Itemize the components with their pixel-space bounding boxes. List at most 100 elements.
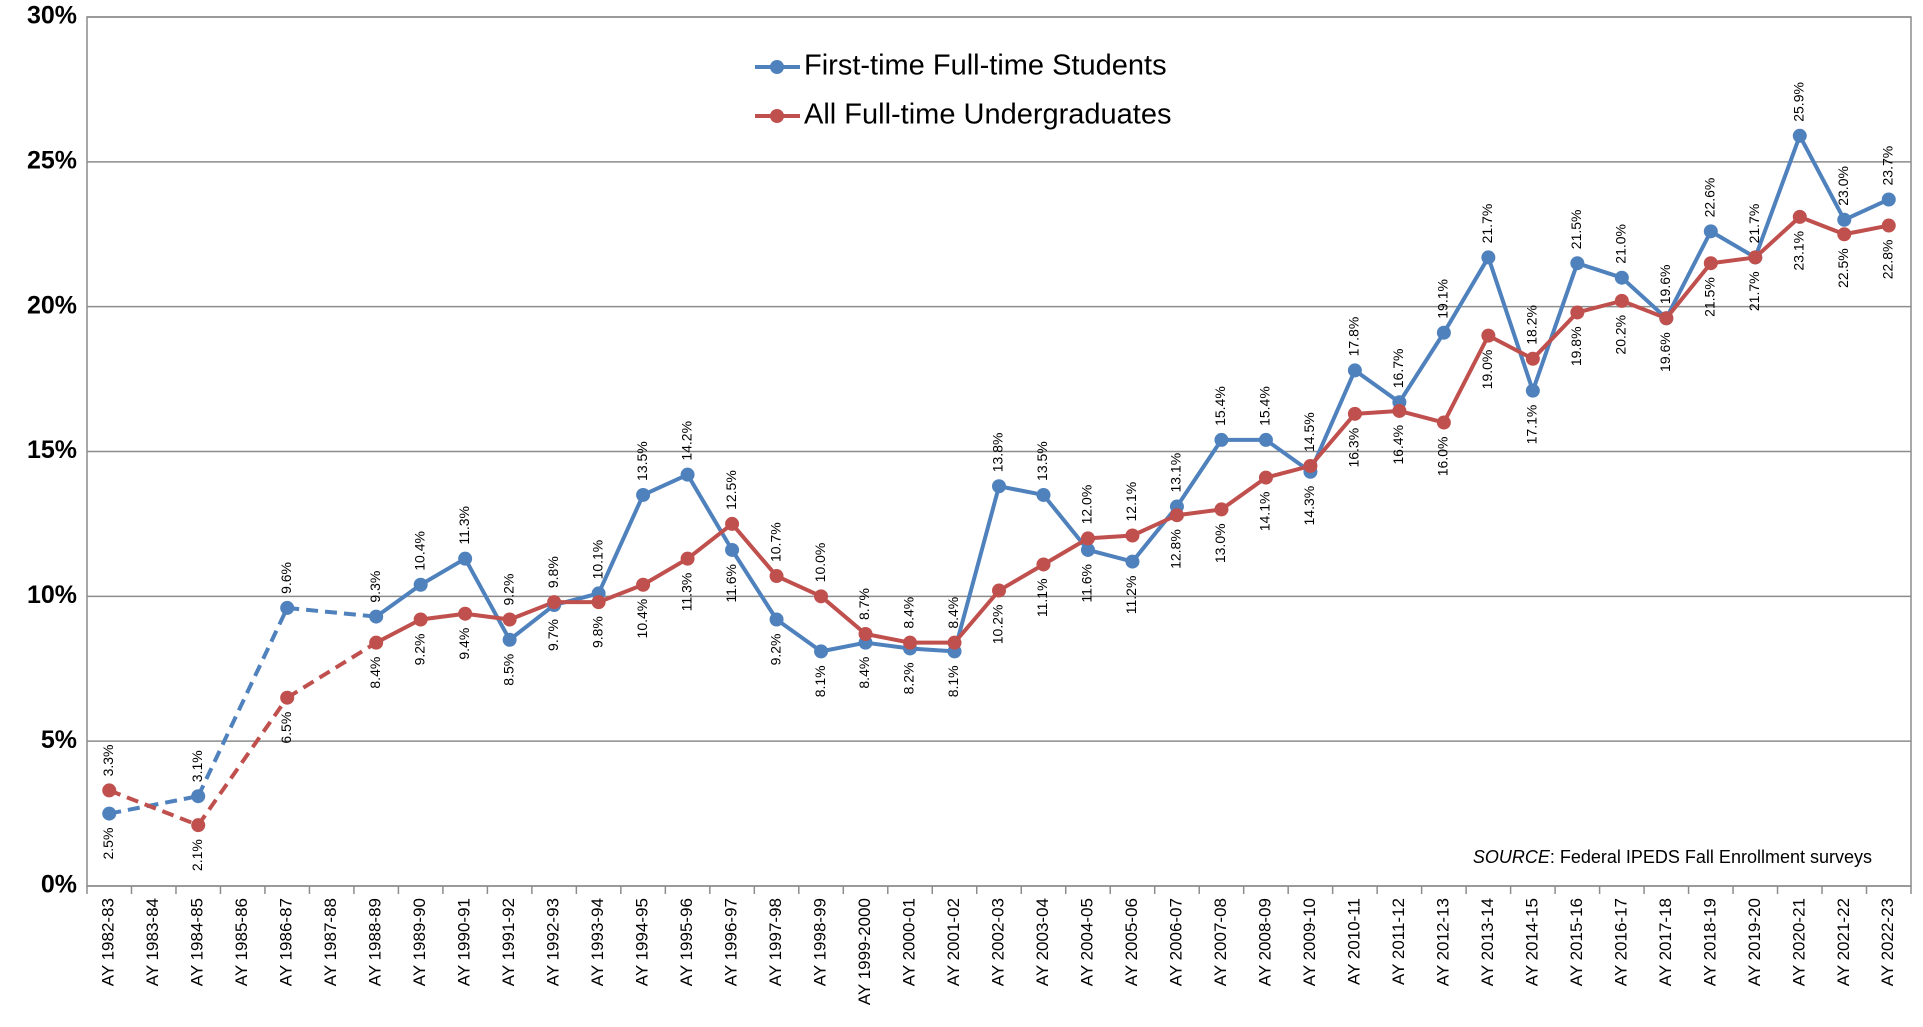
plot-border: [86, 16, 1912, 887]
data-label: 14.1%: [1257, 492, 1273, 532]
marker: [1525, 351, 1540, 366]
marker: [458, 606, 473, 621]
marker: [280, 690, 295, 705]
source-label: SOURCE: [1473, 847, 1551, 867]
marker: [1525, 383, 1540, 398]
data-label: 21.7%: [1746, 204, 1762, 244]
data-label: 8.5%: [500, 654, 516, 686]
data-label: 9.2%: [500, 574, 516, 606]
x-tick-label: AY 2011-12: [1389, 898, 1408, 985]
data-label: 23.1%: [1790, 231, 1806, 271]
data-label: 21.5%: [1568, 210, 1584, 250]
data-label: 20.2%: [1613, 315, 1629, 355]
data-label: 17.1%: [1524, 405, 1540, 445]
marker: [280, 600, 295, 615]
data-label: 13.0%: [1212, 523, 1228, 563]
data-label: 8.1%: [945, 665, 961, 697]
marker: [1481, 250, 1496, 265]
marker: [1214, 502, 1229, 517]
marker: [1036, 557, 1051, 572]
marker: [191, 789, 206, 804]
data-label: 11.2%: [1123, 576, 1139, 615]
marker: [1570, 256, 1585, 271]
data-label: 11.6%: [723, 564, 739, 603]
data-label: 12.5%: [723, 470, 739, 510]
data-label: 22.5%: [1835, 248, 1851, 288]
data-label: 13.5%: [1034, 441, 1050, 481]
x-tick-label: AY 2012-13: [1433, 898, 1452, 986]
data-label: 16.3%: [1346, 428, 1362, 468]
gap-connector: [196, 607, 290, 798]
x-tick-label: AY 1988-89: [366, 898, 385, 986]
marker: [1347, 406, 1362, 421]
x-tick-label: AY 2003-04: [1033, 898, 1052, 986]
marker: [725, 516, 740, 531]
data-label: 14.5%: [1301, 412, 1317, 452]
data-label: 19.6%: [1657, 332, 1673, 372]
data-label: 8.4%: [901, 597, 917, 629]
marker: [1748, 250, 1763, 265]
marker: [1347, 363, 1362, 378]
data-label: 13.1%: [1168, 453, 1184, 493]
marker: [591, 595, 606, 610]
data-label: 13.5%: [634, 441, 650, 481]
x-tick-label: AY 1996-97: [722, 898, 741, 986]
data-label: 9.3%: [367, 571, 383, 603]
data-label: 8.2%: [901, 662, 917, 694]
data-label: 25.9%: [1790, 82, 1806, 122]
marker: [992, 583, 1006, 598]
marker: [458, 551, 473, 566]
x-tick-label: AY 1998-99: [811, 898, 830, 986]
data-label: 9.2%: [411, 634, 427, 666]
x-tick-label: AY 2005-06: [1122, 898, 1141, 986]
data-label: 19.6%: [1657, 265, 1673, 305]
marker: [769, 612, 784, 627]
marker: [1703, 256, 1718, 271]
data-label: 10.7%: [767, 522, 783, 562]
marker: [636, 487, 651, 502]
x-tick-label: AY 1982-83: [99, 898, 118, 986]
data-label: 18.2%: [1524, 305, 1540, 345]
data-label: 10.2%: [990, 605, 1006, 645]
y-tick-label: 25%: [27, 146, 77, 174]
x-tick-label: AY 2017-18: [1656, 898, 1675, 986]
data-label: 10.4%: [411, 531, 427, 571]
source-note: SOURCE: Federal IPEDS Fall Enrollment su…: [1473, 847, 1872, 867]
data-label: 9.8%: [545, 556, 561, 588]
data-label: 8.1%: [812, 665, 828, 697]
marker: [1080, 531, 1095, 546]
data-label: 14.3%: [1301, 486, 1317, 526]
marker: [1792, 209, 1807, 224]
data-label: 12.1%: [1123, 482, 1139, 522]
x-tick-label: AY 2010-11: [1344, 898, 1363, 985]
marker: [547, 595, 562, 610]
data-label: 19.8%: [1568, 326, 1584, 366]
y-tick-label: 15%: [27, 436, 77, 464]
legend-marker: [770, 109, 784, 123]
data-label: 9.8%: [589, 616, 605, 648]
marker: [502, 632, 517, 647]
data-label: 11.6%: [1079, 564, 1095, 603]
data-label: 10.0%: [812, 543, 828, 583]
source-text: : Federal IPEDS Fall Enrollment surveys: [1550, 847, 1872, 867]
y-tick-label: 30%: [27, 2, 77, 30]
marker: [1036, 487, 1051, 502]
x-tick-label: AY 1994-95: [633, 898, 652, 986]
marker: [413, 612, 428, 627]
marker: [1881, 218, 1896, 233]
marker: [1436, 325, 1451, 340]
gap-connector: [196, 696, 289, 827]
x-tick-label: AY 2019-20: [1745, 898, 1764, 986]
legend-label: First-time Full-time Students: [804, 50, 1167, 82]
data-label: 23.0%: [1835, 166, 1851, 206]
marker: [725, 542, 740, 557]
x-tick-label: AY 1990-91: [455, 898, 474, 986]
marker: [680, 467, 695, 482]
marker: [1792, 128, 1807, 143]
x-tick-label: AY 2001-02: [944, 898, 963, 986]
legend-marker: [770, 60, 784, 74]
data-label: 23.7%: [1879, 146, 1895, 186]
marker: [413, 577, 428, 592]
marker: [1080, 542, 1095, 557]
